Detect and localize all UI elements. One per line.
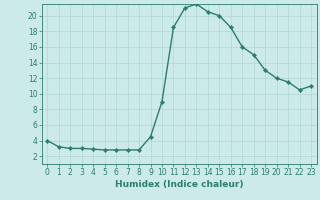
- X-axis label: Humidex (Indice chaleur): Humidex (Indice chaleur): [115, 180, 244, 189]
